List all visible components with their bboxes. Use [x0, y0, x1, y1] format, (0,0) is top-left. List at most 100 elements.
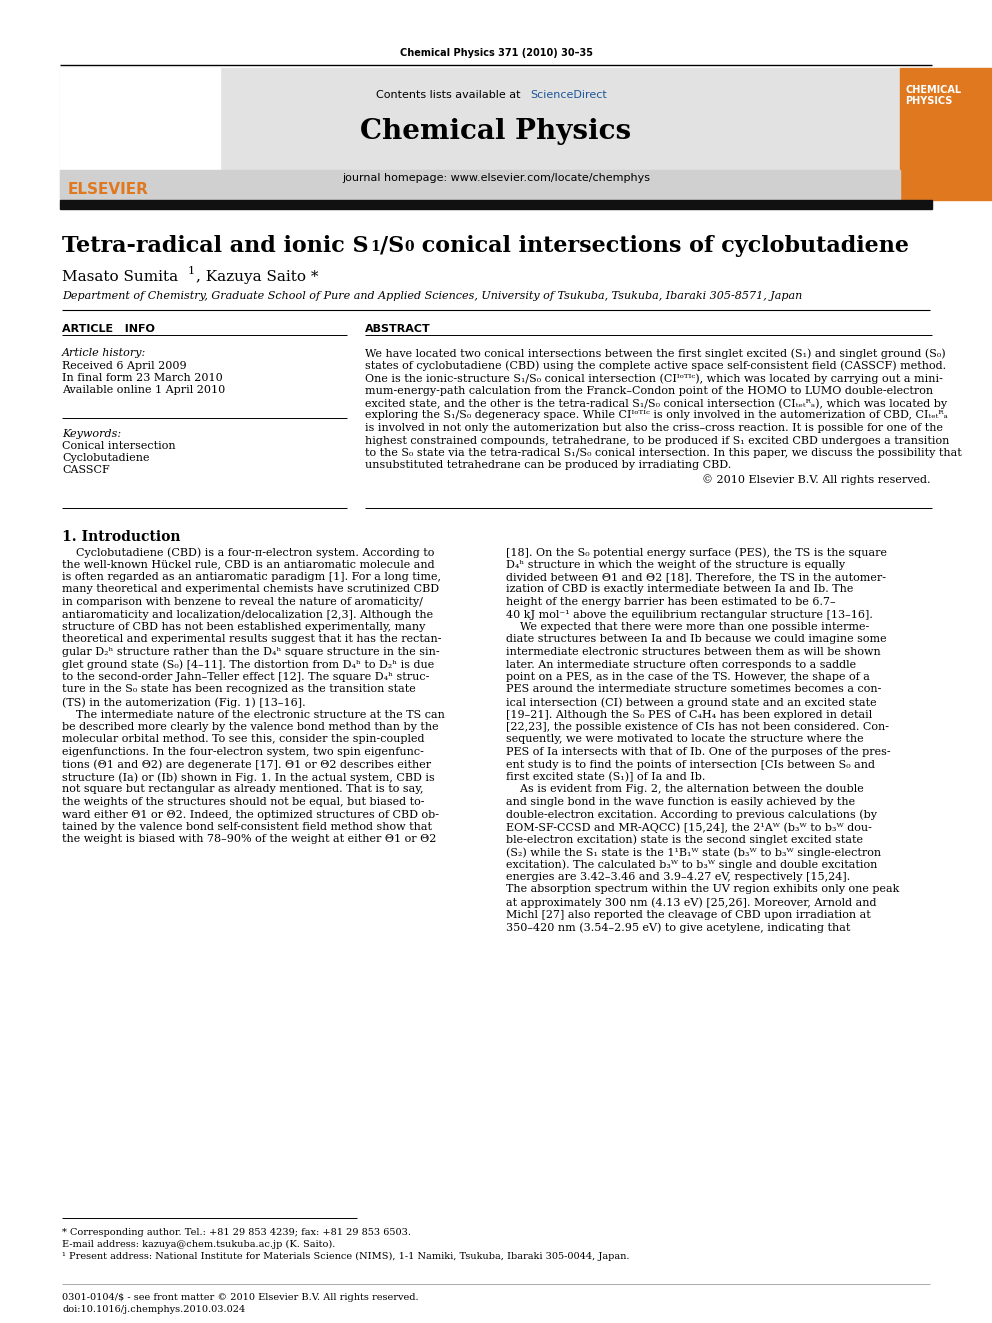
Text: The absorption spectrum within the UV region exhibits only one peak: The absorption spectrum within the UV re… — [506, 885, 900, 894]
Text: states of cyclobutadiene (CBD) using the complete active space self-consistent f: states of cyclobutadiene (CBD) using the… — [365, 360, 946, 370]
Text: The intermediate nature of the electronic structure at the TS can: The intermediate nature of the electroni… — [62, 709, 444, 720]
Text: in comparison with benzene to reveal the nature of aromaticity/: in comparison with benzene to reveal the… — [62, 597, 423, 607]
Text: 1: 1 — [188, 266, 195, 277]
Text: 0: 0 — [404, 239, 414, 254]
Text: the weights of the structures should not be equal, but biased to-: the weights of the structures should not… — [62, 796, 425, 807]
Text: and single bond in the wave function is easily achieved by the: and single bond in the wave function is … — [506, 796, 855, 807]
Text: many theoretical and experimental chemists have scrutinized CBD: many theoretical and experimental chemis… — [62, 585, 439, 594]
Text: antiaromaticity and localization/delocalization [2,3]. Although the: antiaromaticity and localization/delocal… — [62, 610, 434, 619]
Bar — [60, 67, 220, 200]
Text: © 2010 Elsevier B.V. All rights reserved.: © 2010 Elsevier B.V. All rights reserved… — [701, 474, 930, 484]
Text: tions (Θ1 and Θ2) are degenerate [17]. Θ1 or Θ2 describes either: tions (Θ1 and Θ2) are degenerate [17]. Θ… — [62, 759, 432, 770]
Text: excited state, and the other is the tetra-radical S₁/S₀ conical intersection (CI: excited state, and the other is the tetr… — [365, 398, 947, 409]
Text: PES around the intermediate structure sometimes becomes a con-: PES around the intermediate structure so… — [506, 684, 881, 695]
Text: PHYSICS: PHYSICS — [905, 97, 952, 106]
Text: mum-energy-path calculation from the Franck–Condon point of the HOMO to LUMO dou: mum-energy-path calculation from the Fra… — [365, 385, 933, 396]
Text: later. An intermediate structure often corresponds to a saddle: later. An intermediate structure often c… — [506, 659, 856, 669]
Text: to the second-order Jahn–Teller effect [12]. The square D₄ʰ struc-: to the second-order Jahn–Teller effect [… — [62, 672, 430, 681]
Text: Cyclobutadiene (CBD) is a four-π-electron system. According to: Cyclobutadiene (CBD) is a four-π-electro… — [62, 546, 434, 557]
Text: 1: 1 — [370, 239, 380, 254]
Text: (TS) in the automerization (Fig. 1) [13–16].: (TS) in the automerization (Fig. 1) [13–… — [62, 697, 306, 708]
Text: ScienceDirect: ScienceDirect — [530, 90, 607, 101]
Text: conical intersections of cyclobutadiene: conical intersections of cyclobutadiene — [414, 235, 909, 257]
Text: energies are 3.42–3.46 and 3.9–4.27 eV, respectively [15,24].: energies are 3.42–3.46 and 3.9–4.27 eV, … — [506, 872, 850, 882]
Text: E-mail address: kazuya@chem.tsukuba.ac.jp (K. Saito).: E-mail address: kazuya@chem.tsukuba.ac.j… — [62, 1240, 335, 1249]
Text: Received 6 April 2009: Received 6 April 2009 — [62, 361, 186, 370]
Text: In final form 23 March 2010: In final form 23 March 2010 — [62, 373, 223, 382]
Text: eigenfunctions. In the four-electron system, two spin eigenfunc-: eigenfunctions. In the four-electron sys… — [62, 747, 424, 757]
Text: Chemical Physics: Chemical Physics — [360, 118, 632, 146]
Text: glet ground state (S₀) [4–11]. The distortion from D₄ʰ to D₂ʰ is due: glet ground state (S₀) [4–11]. The disto… — [62, 659, 434, 669]
Text: the well-known Hückel rule, CBD is an antiaromatic molecule and: the well-known Hückel rule, CBD is an an… — [62, 560, 434, 569]
Bar — [60, 200, 932, 209]
Text: is often regarded as an antiaromatic paradigm [1]. For a long time,: is often regarded as an antiaromatic par… — [62, 572, 441, 582]
Text: the weight is biased with 78–90% of the weight at either Θ1 or Θ2: the weight is biased with 78–90% of the … — [62, 835, 436, 844]
Text: doi:10.1016/j.chemphys.2010.03.024: doi:10.1016/j.chemphys.2010.03.024 — [62, 1304, 245, 1314]
Text: exploring the S₁/S₀ degeneracy space. While CIᴵᵒᵀᴵᶜ is only involved in the auto: exploring the S₁/S₀ degeneracy space. Wh… — [365, 410, 948, 421]
Text: Tetra-radical and ionic S: Tetra-radical and ionic S — [62, 235, 369, 257]
Text: Available online 1 April 2010: Available online 1 April 2010 — [62, 385, 225, 396]
Text: 350–420 nm (3.54–2.95 eV) to give acetylene, indicating that: 350–420 nm (3.54–2.95 eV) to give acetyl… — [506, 922, 850, 933]
Text: ization of CBD is exactly intermediate between Ia and Ib. The: ization of CBD is exactly intermediate b… — [506, 585, 853, 594]
Text: /S: /S — [380, 235, 405, 257]
Text: [19–21]. Although the S₀ PES of C₄H₄ has been explored in detail: [19–21]. Although the S₀ PES of C₄H₄ has… — [506, 709, 872, 720]
Bar — [60, 169, 900, 200]
Text: * Corresponding author. Tel.: +81 29 853 4239; fax: +81 29 853 6503.: * Corresponding author. Tel.: +81 29 853… — [62, 1228, 411, 1237]
Text: Michl [27] also reported the cleavage of CBD upon irradiation at: Michl [27] also reported the cleavage of… — [506, 909, 871, 919]
Text: CASSCF: CASSCF — [62, 464, 110, 475]
Text: point on a PES, as in the case of the TS. However, the shape of a: point on a PES, as in the case of the TS… — [506, 672, 870, 681]
Text: Department of Chemistry, Graduate School of Pure and Applied Sciences, Universit: Department of Chemistry, Graduate School… — [62, 291, 803, 302]
Text: CHEMICAL: CHEMICAL — [905, 85, 961, 95]
Text: ble-electron excitation) state is the second singlet excited state: ble-electron excitation) state is the se… — [506, 835, 863, 845]
Text: Conical intersection: Conical intersection — [62, 441, 176, 451]
Text: D₄ʰ structure in which the weight of the structure is equally: D₄ʰ structure in which the weight of the… — [506, 560, 845, 569]
Text: first excited state (S₁)] of Ia and Ib.: first excited state (S₁)] of Ia and Ib. — [506, 773, 705, 782]
Text: 1. Introduction: 1. Introduction — [62, 531, 181, 544]
Text: gular D₂ʰ structure rather than the D₄ʰ square structure in the sin-: gular D₂ʰ structure rather than the D₄ʰ … — [62, 647, 439, 658]
Text: ical intersection (CI) between a ground state and an excited state: ical intersection (CI) between a ground … — [506, 697, 877, 708]
Text: diate structures between Ia and Ib because we could imagine some: diate structures between Ia and Ib becau… — [506, 635, 887, 644]
Text: Cyclobutadiene: Cyclobutadiene — [62, 452, 150, 463]
Text: journal homepage: www.elsevier.com/locate/chemphys: journal homepage: www.elsevier.com/locat… — [342, 173, 650, 183]
Bar — [60, 67, 900, 200]
Text: One is the ionic-structure S₁/S₀ conical intersection (CIᴵᵒᵀᴵᶜ), which was locat: One is the ionic-structure S₁/S₀ conical… — [365, 373, 942, 384]
Text: highest constrained compounds, tetrahedrane, to be produced if S₁ excited CBD un: highest constrained compounds, tetrahedr… — [365, 435, 949, 446]
Text: double-electron excitation. According to previous calculations (by: double-electron excitation. According to… — [506, 810, 877, 820]
Text: excitation). The calculated b₃ᵂ to b₃ᵂ single and double excitation: excitation). The calculated b₃ᵂ to b₃ᵂ s… — [506, 860, 877, 871]
Text: EOM-SF-CCSD and MR-AQCC) [15,24], the 2¹Aᵂ (b₃ᵂ to b₃ᵂ dou-: EOM-SF-CCSD and MR-AQCC) [15,24], the 2¹… — [506, 822, 872, 832]
Text: [22,23], the possible existence of CIs has not been considered. Con-: [22,23], the possible existence of CIs h… — [506, 722, 889, 732]
Text: not square but rectangular as already mentioned. That is to say,: not square but rectangular as already me… — [62, 785, 424, 795]
Text: structure of CBD has not been established experimentally, many: structure of CBD has not been establishe… — [62, 622, 426, 632]
Text: PES of Ia intersects with that of Ib. One of the purposes of the pres-: PES of Ia intersects with that of Ib. On… — [506, 747, 891, 757]
Text: theoretical and experimental results suggest that it has the rectan-: theoretical and experimental results sug… — [62, 635, 441, 644]
Text: ARTICLE   INFO: ARTICLE INFO — [62, 324, 155, 333]
Text: 0301-0104/$ - see front matter © 2010 Elsevier B.V. All rights reserved.: 0301-0104/$ - see front matter © 2010 El… — [62, 1293, 419, 1302]
Text: As is evident from Fig. 2, the alternation between the double: As is evident from Fig. 2, the alternati… — [506, 785, 864, 795]
Text: at approximately 300 nm (4.13 eV) [25,26]. Moreover, Arnold and: at approximately 300 nm (4.13 eV) [25,26… — [506, 897, 877, 908]
Text: ELSEVIER: ELSEVIER — [68, 183, 149, 197]
Text: to the S₀ state via the tetra-radical S₁/S₀ conical intersection. In this paper,: to the S₀ state via the tetra-radical S₁… — [365, 448, 962, 458]
Text: ent study is to find the points of intersection [CIs between S₀ and: ent study is to find the points of inter… — [506, 759, 875, 770]
Bar — [900, 67, 992, 200]
Text: Keywords:: Keywords: — [62, 429, 121, 439]
Text: ¹ Present address: National Institute for Materials Science (NIMS), 1-1 Namiki, : ¹ Present address: National Institute fo… — [62, 1252, 630, 1261]
Text: Masato Sumita: Masato Sumita — [62, 270, 179, 284]
Text: Article history:: Article history: — [62, 348, 146, 359]
Text: ABSTRACT: ABSTRACT — [365, 324, 431, 333]
Text: is involved in not only the automerization but also the criss–cross reaction. It: is involved in not only the automerizati… — [365, 423, 943, 433]
Text: be described more clearly by the valence bond method than by the: be described more clearly by the valence… — [62, 722, 438, 732]
Text: unsubstituted tetrahedrane can be produced by irradiating CBD.: unsubstituted tetrahedrane can be produc… — [365, 460, 731, 471]
Text: tained by the valence bond self-consistent field method show that: tained by the valence bond self-consiste… — [62, 822, 432, 832]
Text: , Kazuya Saito *: , Kazuya Saito * — [196, 270, 318, 284]
Text: Chemical Physics 371 (2010) 30–35: Chemical Physics 371 (2010) 30–35 — [400, 48, 592, 58]
Text: We have located two conical intersections between the first singlet excited (S₁): We have located two conical intersection… — [365, 348, 945, 359]
Text: We expected that there were more than one possible interme-: We expected that there were more than on… — [506, 622, 869, 632]
Text: height of the energy barrier has been estimated to be 6.7–: height of the energy barrier has been es… — [506, 597, 835, 607]
Text: 40 kJ mol⁻¹ above the equilibrium rectangular structure [13–16].: 40 kJ mol⁻¹ above the equilibrium rectan… — [506, 610, 873, 619]
Text: divided between Θ1 and Θ2 [18]. Therefore, the TS in the automer-: divided between Θ1 and Θ2 [18]. Therefor… — [506, 572, 886, 582]
Text: Contents lists available at: Contents lists available at — [376, 90, 524, 101]
Text: intermediate electronic structures between them as will be shown: intermediate electronic structures betwe… — [506, 647, 881, 658]
Text: molecular orbital method. To see this, consider the spin-coupled: molecular orbital method. To see this, c… — [62, 734, 425, 745]
Text: ward either Θ1 or Θ2. Indeed, the optimized structures of CBD ob-: ward either Θ1 or Θ2. Indeed, the optimi… — [62, 810, 439, 819]
Text: [18]. On the S₀ potential energy surface (PES), the TS is the square: [18]. On the S₀ potential energy surface… — [506, 546, 887, 557]
